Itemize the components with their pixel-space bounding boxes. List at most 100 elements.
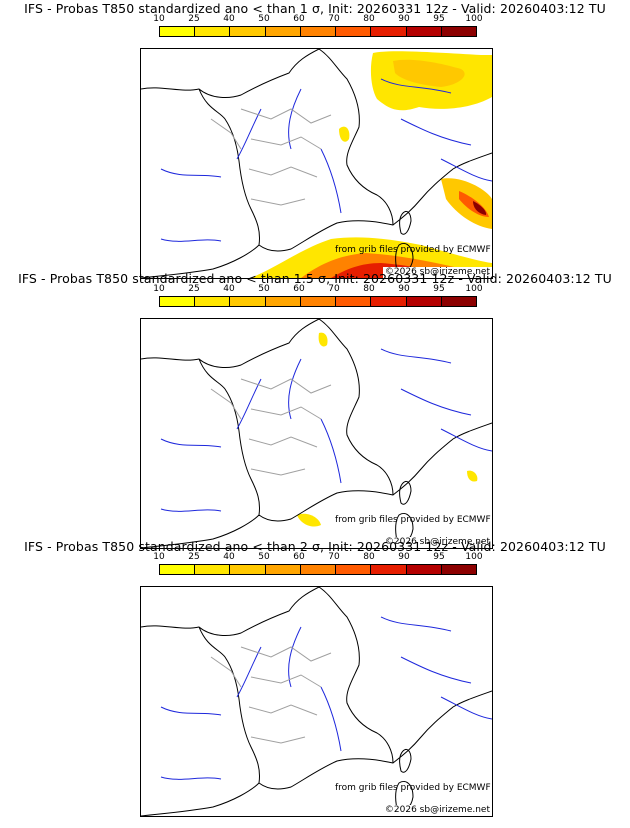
colorbar-swatch <box>406 297 442 306</box>
colorbar-swatch <box>300 27 337 36</box>
prob-area-italy <box>467 470 478 482</box>
probability-fields <box>251 51 492 278</box>
probability-fields <box>297 332 478 527</box>
colorbar-tick: 70 <box>328 552 340 562</box>
corsica <box>399 480 412 505</box>
colorbar-labels: 10 25 40 50 60 70 80 90 95 100 <box>142 284 482 296</box>
coastline <box>141 587 492 816</box>
colorbar-tick: 90 <box>398 552 410 562</box>
colorbar-tick: 40 <box>223 284 235 294</box>
colorbar-swatch <box>441 27 476 36</box>
colorbar-swatch <box>265 565 301 574</box>
credit-text: ©2026 sb@irizeme.net <box>382 805 492 816</box>
colorbar-swatch <box>371 27 407 36</box>
colorbar-swatch <box>406 27 442 36</box>
probability-map: from grib files provided by ECMWF ©2026 … <box>140 318 493 549</box>
panel-3: IFS - Probas T850 standardized ano < tha… <box>0 538 630 817</box>
colorbar-tick: 95 <box>433 14 445 24</box>
colorbar-swatch <box>336 297 372 306</box>
colorbar-tick: 50 <box>258 284 270 294</box>
colorbar-tick: 10 <box>153 552 165 562</box>
colorbar-swatch <box>371 297 407 306</box>
colorbar-swatch <box>336 565 372 574</box>
colorbar-swatch <box>265 297 301 306</box>
admin-borders <box>210 646 332 744</box>
map-base <box>141 319 492 548</box>
border-east <box>318 319 394 496</box>
colorbar-tick: 100 <box>465 552 483 562</box>
colorbar-tick: 25 <box>188 552 200 562</box>
corsica <box>399 210 412 235</box>
colorbar-tick: 80 <box>363 14 375 24</box>
colorbar-swatch <box>336 27 372 36</box>
border-east <box>318 587 394 764</box>
prob-area-north <box>318 332 328 347</box>
colorbar-tick: 40 <box>223 552 235 562</box>
colorbar-swatch <box>230 565 266 574</box>
colorbar-tick: 70 <box>328 284 340 294</box>
colorbar-tick: 90 <box>398 14 410 24</box>
colorbar-swatch <box>371 565 407 574</box>
colorbar-swatch <box>441 565 476 574</box>
colorbar-swatch <box>195 27 231 36</box>
colorbar-tick: 40 <box>223 14 235 24</box>
map-drawing <box>141 319 492 548</box>
colorbar-swatch <box>406 565 442 574</box>
prob-area-alps-mid <box>393 59 465 87</box>
prob-area-med <box>297 513 321 527</box>
colorbar-tick: 90 <box>398 284 410 294</box>
colorbar-labels: 10 25 40 50 60 70 80 90 95 100 <box>142 552 482 564</box>
corsica <box>399 748 412 773</box>
colorbar <box>159 26 477 37</box>
source-text: from grib files provided by ECMWF <box>335 515 491 525</box>
map-base <box>141 587 492 816</box>
colorbar-swatch <box>160 297 196 306</box>
colorbar <box>159 296 477 307</box>
colorbar-tick: 25 <box>188 14 200 24</box>
admin-borders <box>210 108 332 206</box>
panel-title: IFS - Probas T850 standardized ano < tha… <box>24 539 606 554</box>
rivers <box>160 78 492 242</box>
colorbar-tick: 100 <box>465 284 483 294</box>
colorbar-tick: 100 <box>465 14 483 24</box>
colorbar-tick: 80 <box>363 284 375 294</box>
colorbar-tick: 95 <box>433 284 445 294</box>
colorbar-swatch <box>230 297 266 306</box>
colorbar-tick: 60 <box>293 552 305 562</box>
colorbar-tick: 25 <box>188 284 200 294</box>
source-text: from grib files provided by ECMWF <box>335 245 491 255</box>
colorbar-tick: 60 <box>293 284 305 294</box>
colorbar-swatch <box>160 565 196 574</box>
colorbar-swatch <box>441 297 476 306</box>
colorbar-swatch <box>160 27 196 36</box>
colorbar-tick: 50 <box>258 14 270 24</box>
map-drawing <box>141 49 492 278</box>
coastline <box>141 319 492 548</box>
colorbar-swatch <box>195 297 231 306</box>
colorbar-labels: 10 25 40 50 60 70 80 90 95 100 <box>142 14 482 26</box>
probability-map: from grib files provided by ECMWF ©2026 … <box>140 586 493 817</box>
colorbar-tick: 70 <box>328 14 340 24</box>
panel-title: IFS - Probas T850 standardized ano < tha… <box>24 1 606 16</box>
credit-text: ©2026 sb@irizeme.net <box>382 267 492 278</box>
border-east <box>318 49 394 226</box>
colorbar-swatch <box>195 565 231 574</box>
map-drawing <box>141 587 492 816</box>
prob-area-italy-high <box>473 201 487 215</box>
colorbar-swatch <box>300 565 337 574</box>
colorbar-tick: 50 <box>258 552 270 562</box>
rivers <box>160 616 492 780</box>
rivers <box>160 348 492 512</box>
panel-1: IFS - Probas T850 standardized ano < tha… <box>0 0 630 279</box>
colorbar-tick: 95 <box>433 552 445 562</box>
colorbar-swatch <box>300 297 337 306</box>
colorbar-tick: 80 <box>363 552 375 562</box>
panel-title: IFS - Probas T850 standardized ano < tha… <box>18 271 612 286</box>
credit-text: ©2026 sb@irizeme.net <box>382 537 492 548</box>
panel-2: IFS - Probas T850 standardized ano < tha… <box>0 270 630 549</box>
colorbar-tick: 60 <box>293 14 305 24</box>
source-text: from grib files provided by ECMWF <box>335 783 491 793</box>
colorbar-tick: 10 <box>153 284 165 294</box>
colorbar-tick: 10 <box>153 14 165 24</box>
admin-borders <box>210 378 332 476</box>
